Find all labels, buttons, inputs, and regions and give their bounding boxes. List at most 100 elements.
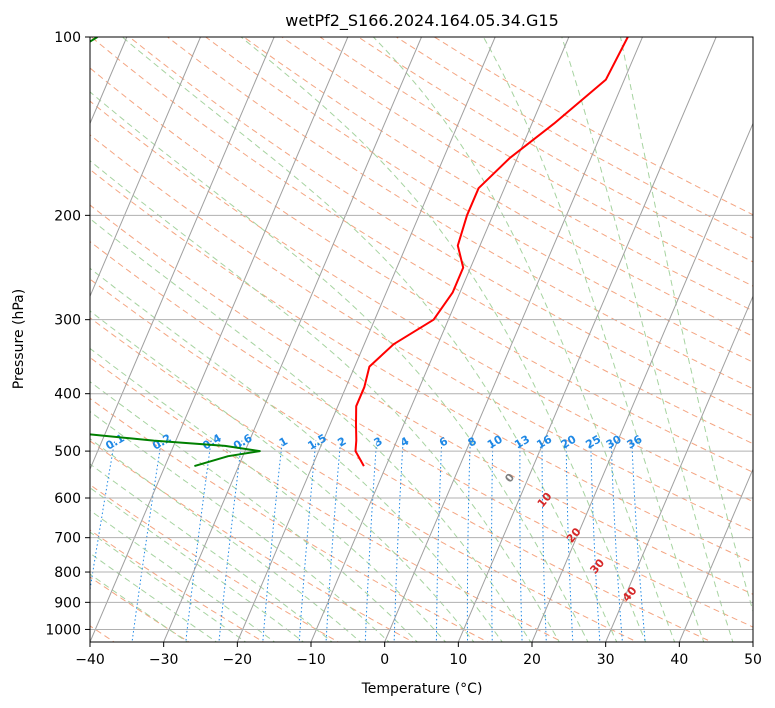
dry-adiabat-line [90,356,564,642]
dry-adiabat-line [319,37,753,287]
moist-adiabat-line [121,37,618,642]
x-tick-label: −40 [75,652,105,668]
isotherm-line [90,37,275,471]
dry-adiabat-line [90,484,340,642]
isotherm-line [457,37,717,642]
mixing-ratio-line [131,440,162,642]
mixing-ratio-line [610,440,623,642]
mixing-ratio-label: 20 [559,432,579,451]
mixing-ratio-line [218,440,243,642]
dry-adiabat-line [90,100,753,503]
mixing-ratio-line [435,440,443,642]
isotherm-line [236,37,496,642]
moist-adiabat-label: 30 [587,556,607,576]
chart-title: wetPf2_S166.2024.164.05.34.G15 [285,11,559,31]
x-axis-label: Temperature (°C) [361,681,483,697]
mixing-ratio-line [466,440,471,642]
mixing-ratio-line [325,440,342,642]
mixing-ratio-line [590,440,601,642]
dry-adiabat-line [281,37,753,312]
dry-adiabat-line [90,134,753,533]
mixing-ratio-line [262,440,283,642]
mixing-ratio-label: 16 [534,432,554,451]
x-tick-label: 50 [744,652,762,668]
dry-adiabat-line [433,37,753,216]
y-axis-label: Pressure (hPa) [11,289,27,389]
moist-adiabat-line [90,160,560,642]
mixing-ratio-line [298,440,317,642]
moist-adiabat-line [620,37,753,613]
dry-adiabat-line [90,241,753,628]
mixing-ratio-label: 30 [604,432,624,451]
moist-adiabat-line [90,310,475,642]
moist-adiabat-line [90,381,418,642]
mixing-ratio-line [631,440,646,642]
y-tick-label: 200 [54,208,81,224]
moist-adiabat-line [90,552,218,642]
dry-adiabat-line [204,37,753,363]
isotherm-line [90,37,201,298]
moist-adiabat-line [90,347,447,642]
dewpoint-profile [90,37,98,43]
dry-adiabats [90,37,753,642]
x-axis-ticks: −40 −30 −20 −10 0 10 20 30 40 50 [75,642,762,668]
isotherm-line [605,295,753,642]
pressure-gridlines [90,37,753,630]
y-tick-label: 100 [54,30,81,46]
isotherm-line [678,467,753,642]
x-tick-label: 10 [449,652,467,668]
mixing-ratio-label: 4 [398,434,411,449]
moist-adiabat-label: 10 [535,490,555,510]
moist-adiabat-line [90,218,532,642]
y-tick-label: 800 [54,565,81,581]
y-tick-label: 900 [54,595,81,611]
x-tick-label: 40 [670,652,688,668]
isotherm-line [90,37,349,642]
moist-adiabat-label: 0 [502,471,517,485]
isotherm-line [163,37,422,642]
mixing-ratio-label: 25 [583,433,603,452]
moist-adiabat-line [90,267,503,642]
dry-adiabat-line [90,397,489,642]
moist-adiabat-line [90,410,390,642]
mixing-ratio-line [364,440,378,642]
dry-adiabat-line [90,168,753,564]
isotherm-line [531,122,753,642]
mixing-ratio-line [541,440,547,642]
mixing-ratio-label: 0.4 [200,431,224,452]
isotherm-line [752,640,753,642]
skewed-isotherms [90,37,753,642]
mixing-ratio-line [90,440,116,593]
dry-adiabat-line [90,67,753,473]
x-tick-label: −10 [296,652,326,668]
plot-area: -100-90-80-70-60-50-40-30-20-100.10.20.4… [90,37,753,642]
x-tick-label: 30 [597,652,615,668]
moist-adiabat-line [240,37,647,642]
dry-adiabat-line [90,278,713,642]
temperature-profile [354,37,629,467]
mixing-ratio-line [565,440,574,642]
x-tick-label: −20 [223,652,253,668]
moist-adiabat-line [90,463,333,642]
y-tick-label: 700 [54,531,81,547]
sounding-profiles [90,37,629,468]
y-tick-label: 600 [54,491,81,507]
moist-adiabat-line [90,487,305,642]
mixing-ratio-line [519,440,523,642]
dry-adiabat-line [242,37,753,337]
dry-adiabat-line [90,529,265,642]
dewpoint-profile [90,433,261,468]
x-tick-label: 20 [523,652,541,668]
moist-adiabat-line [373,37,676,642]
moist-adiabat-line [90,509,276,642]
isotherm-line [310,37,570,642]
moist-adiabat-line [90,91,589,642]
y-tick-label: 400 [54,387,81,403]
isotherm-line [384,37,643,642]
mixing-ratio-label: 13 [512,433,532,452]
x-tick-label: −30 [149,652,179,668]
mixing-ratio-label: 36 [625,432,645,451]
mixing-ratio-label: 3 [372,435,385,450]
mixing-ratio-line [491,440,494,642]
